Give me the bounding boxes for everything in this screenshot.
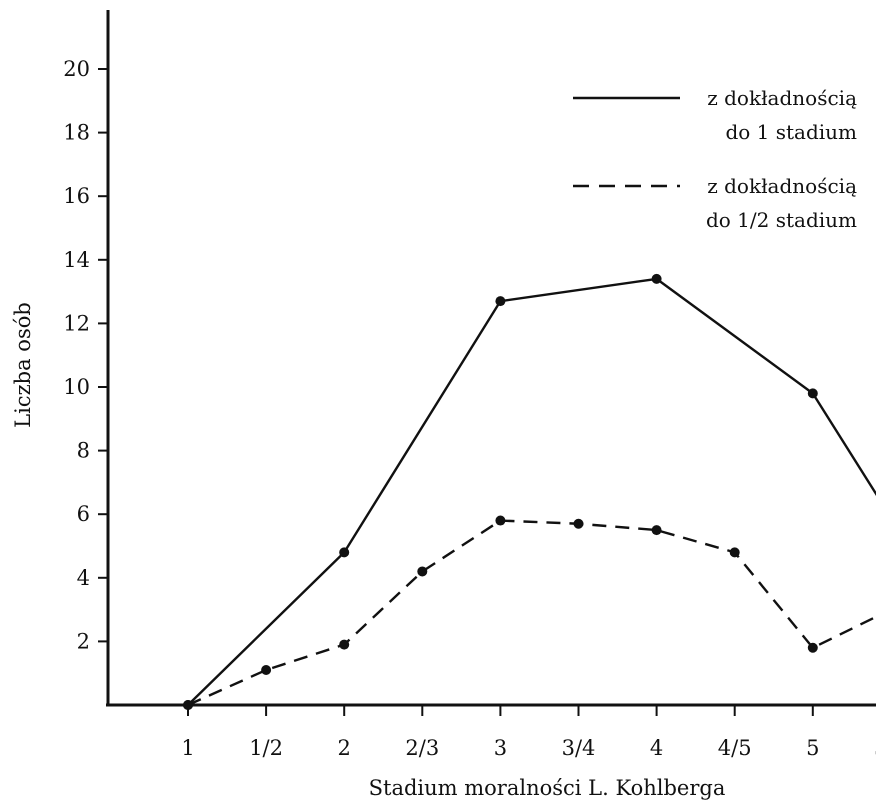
series-1-point <box>651 273 662 284</box>
axes <box>106 10 876 707</box>
y-tick-label: 16 <box>63 184 90 208</box>
series-line-2 <box>187 519 876 707</box>
x-tick-label: 1/2 <box>249 736 283 760</box>
series-2-point <box>183 700 193 710</box>
x-tick-label: 2 <box>338 736 351 760</box>
series-2-point <box>261 665 272 676</box>
series-1-point <box>495 296 506 307</box>
y-tick-label: 2 <box>77 629 90 653</box>
series-2-point <box>807 642 818 653</box>
y-ticks: 2 4 6 8 10 12 14 16 18 20 <box>63 57 108 653</box>
legend: z dokładnością do 1 stadium z dokładnością… <box>573 86 857 232</box>
series-line-1 <box>187 277 876 706</box>
series-2-point <box>417 566 428 577</box>
x-tick-label: 5/6 <box>874 736 876 760</box>
legend-label-line1: z dokładnością <box>707 174 857 198</box>
x-tick-label: 5 <box>806 736 819 760</box>
y-tick-label: 8 <box>77 439 90 463</box>
y-tick-label: 20 <box>63 57 90 81</box>
series-2-point <box>729 547 740 558</box>
x-tick-label: 4/5 <box>718 736 752 760</box>
x-axis-title: Stadium moralności L. Kohlberga <box>369 776 726 800</box>
y-tick-label: 18 <box>63 121 90 145</box>
y-tick-label: 12 <box>63 311 90 335</box>
y-axis-title: Liczba osób <box>11 302 35 428</box>
y-tick-label: 10 <box>63 375 90 399</box>
x-tick-label: 2/3 <box>405 736 439 760</box>
legend-label-line1: z dokładnością <box>707 86 857 110</box>
y-tick-label: 14 <box>63 248 90 272</box>
series-layer <box>183 273 876 710</box>
legend-label-line2: do 1 stadium <box>725 120 857 144</box>
legend-label-line2: do 1/2 stadium <box>706 208 857 232</box>
series-1-point <box>807 388 818 399</box>
x-tick-label: 3/4 <box>562 736 596 760</box>
series-2-point <box>573 518 584 529</box>
series-1-point <box>339 547 350 558</box>
y-tick-label: 4 <box>77 566 90 590</box>
series-2-point <box>339 639 350 650</box>
x-tick-label: 3 <box>494 736 507 760</box>
series-2-point <box>495 515 506 526</box>
x-ticks: 1 1/2 2 2/3 3 3/4 4 4/5 5 5/6 <box>181 705 876 760</box>
x-tick-label: 1 <box>181 736 194 760</box>
x-tick-label: 4 <box>650 736 663 760</box>
series-2-point <box>651 525 662 536</box>
y-tick-label: 6 <box>77 502 90 526</box>
